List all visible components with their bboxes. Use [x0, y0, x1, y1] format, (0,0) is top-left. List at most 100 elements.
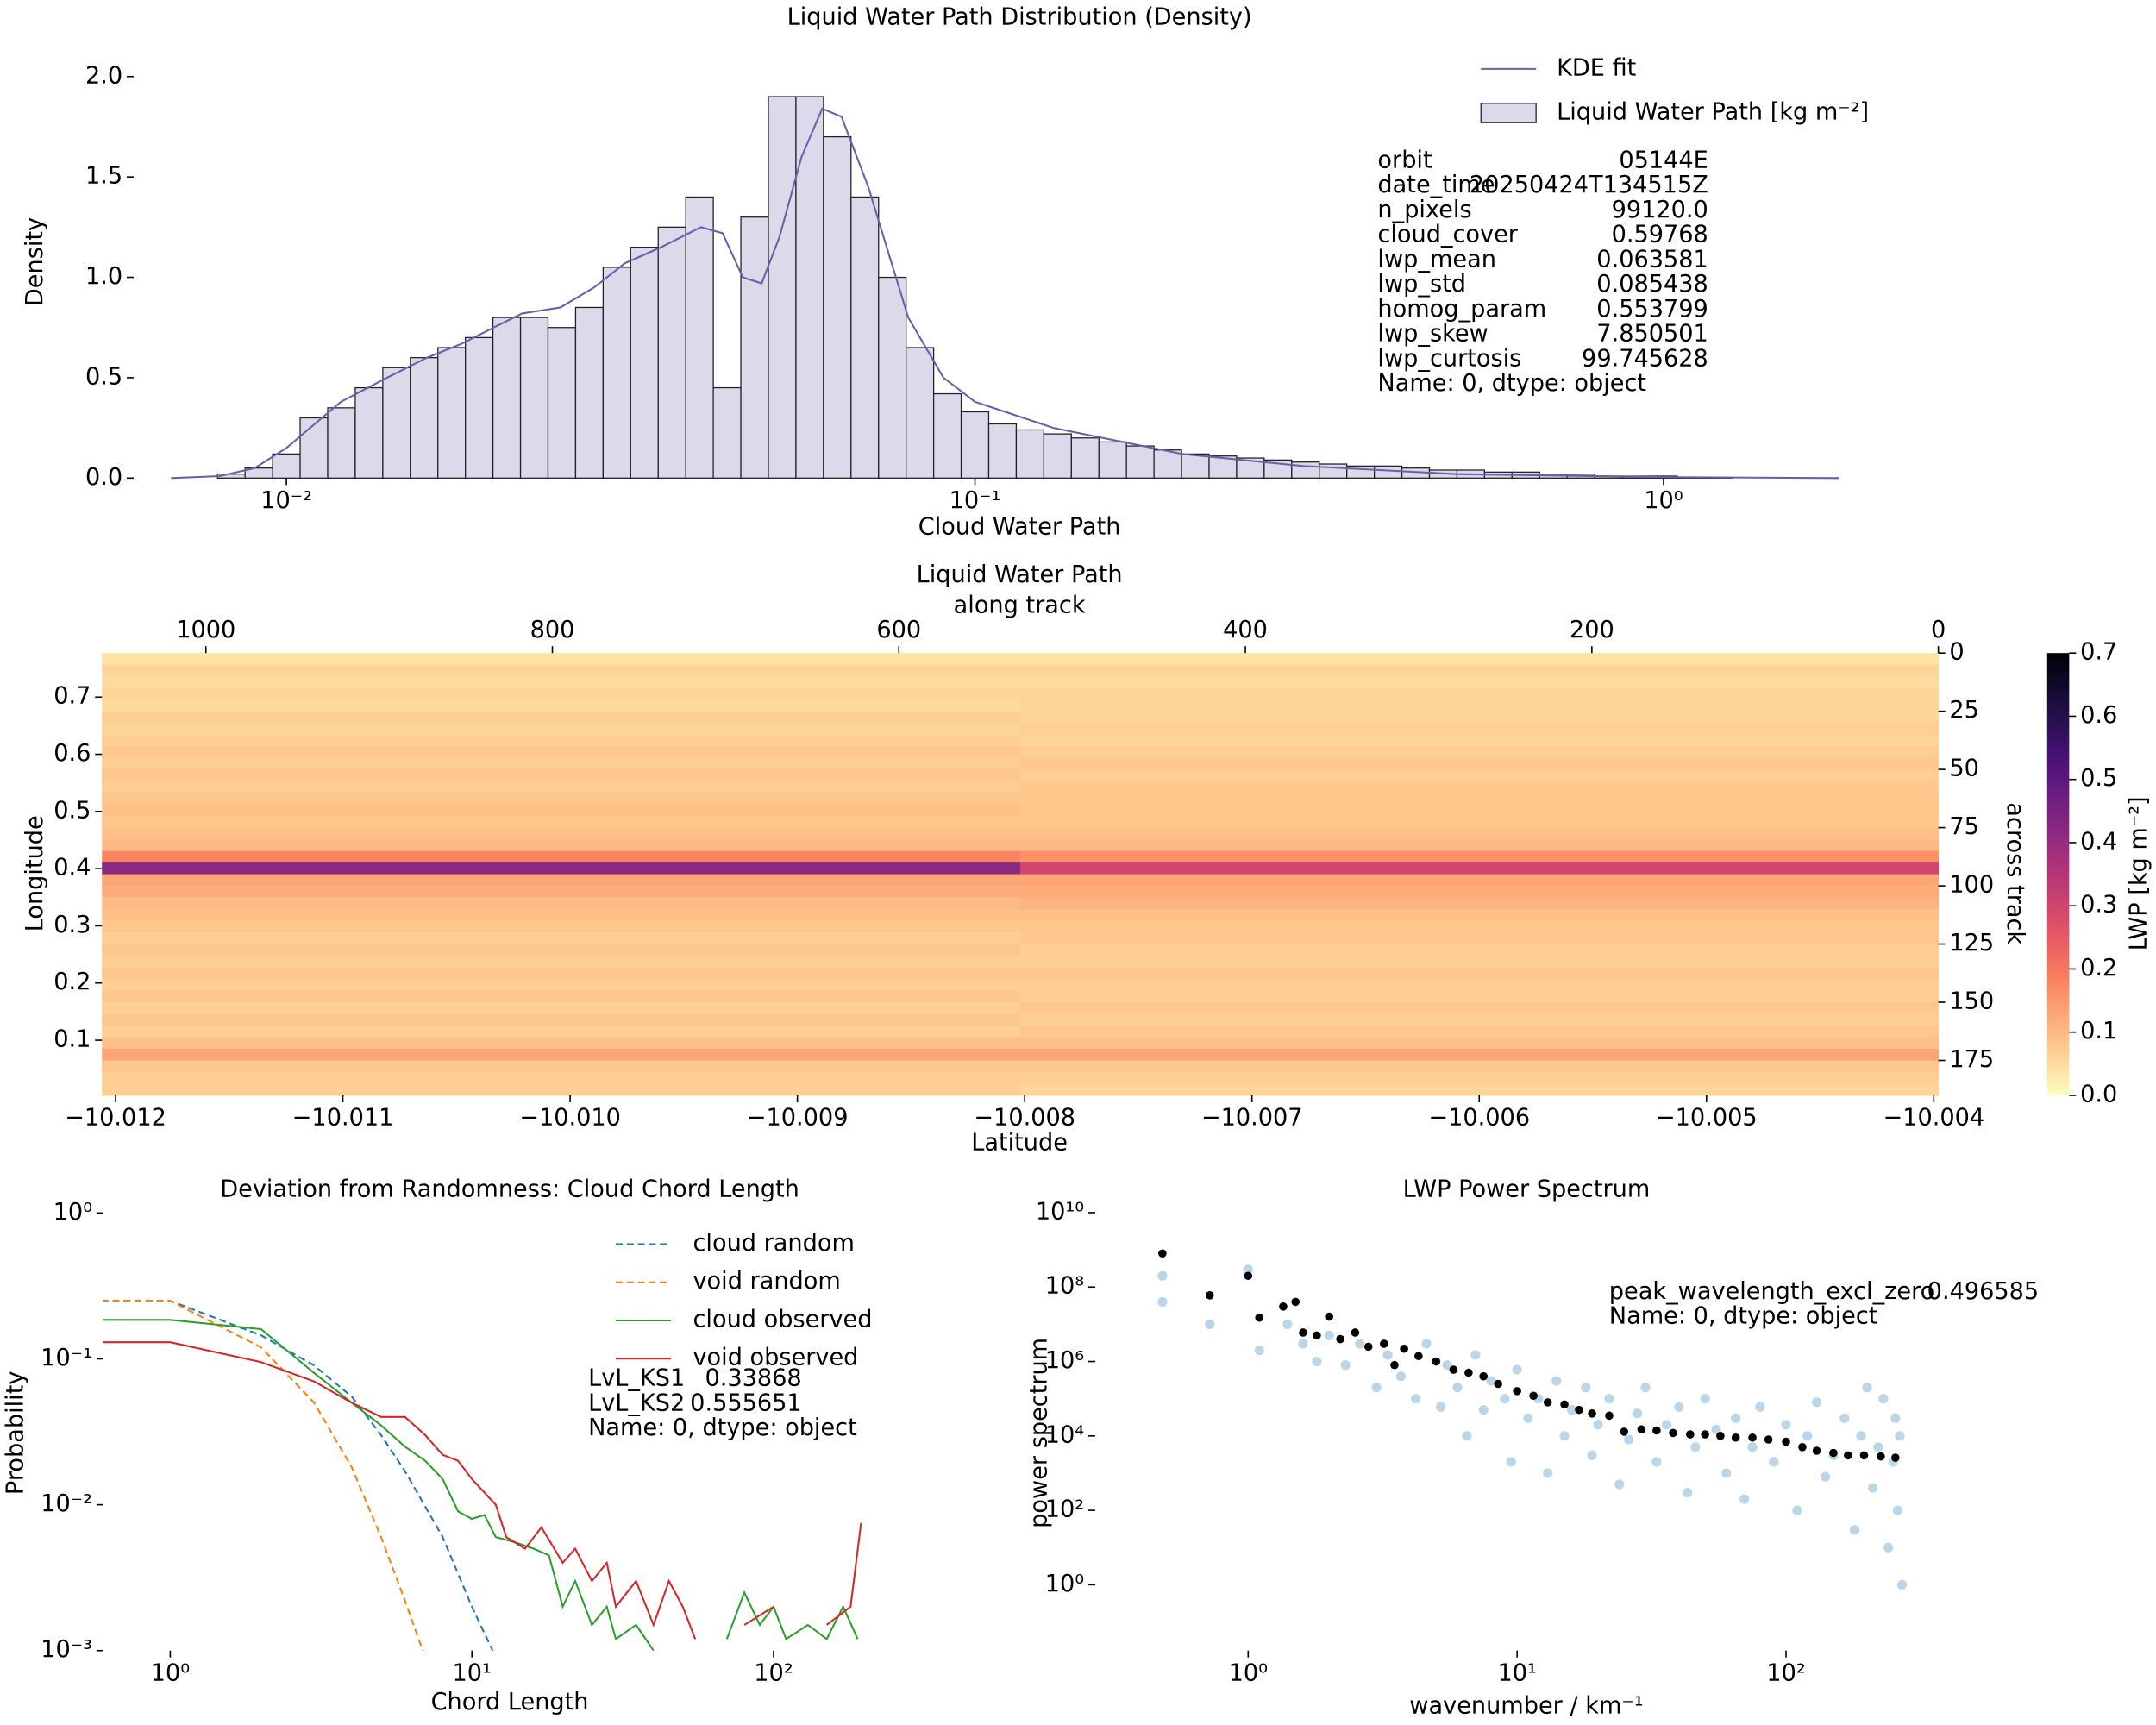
- x-tick-label: 10¹: [452, 1659, 491, 1686]
- heat-cell: [102, 734, 1021, 747]
- x-tick-label: 10²: [754, 1659, 793, 1686]
- x-tick-label: 10⁰: [1644, 487, 1683, 514]
- heat-cell: [102, 664, 1021, 677]
- x-tick-label: 10⁻²: [260, 487, 312, 514]
- x-tick-label: −10.011: [292, 1105, 394, 1132]
- heat-cell: [1019, 920, 1940, 933]
- heat-cell: [102, 723, 1021, 736]
- scatter-point: [1859, 1451, 1869, 1460]
- scatter-point: [1442, 1360, 1452, 1371]
- heat-cell: [102, 862, 1021, 875]
- scatter-point: [1792, 1505, 1802, 1515]
- x2-tick-label: 200: [1570, 617, 1614, 643]
- heat-cell: [102, 967, 1021, 980]
- scatter-point: [1812, 1446, 1821, 1455]
- heat-cell: [1019, 1026, 1940, 1038]
- heat-cell: [1019, 757, 1940, 770]
- heat-cell: [102, 676, 1021, 689]
- bar: [906, 347, 935, 479]
- y-tick-label: 0.7: [53, 683, 91, 710]
- scatter-point: [1731, 1413, 1741, 1423]
- heat-cell: [1019, 862, 1940, 875]
- x-tick-label: 10⁰: [1229, 1659, 1268, 1686]
- y-tick-label: 10⁰: [1045, 1571, 1084, 1597]
- heat-cell: [1019, 979, 1940, 991]
- bar: [1098, 441, 1127, 479]
- info-key: homog_param: [1377, 296, 1546, 323]
- y2-axis-label: across track: [2002, 802, 2028, 944]
- colorbar-label: LWP [kg m⁻²]: [2125, 796, 2152, 950]
- scatter-point: [1436, 1402, 1446, 1412]
- x-tick-label: 10²: [1766, 1659, 1805, 1686]
- x-tick-label: −10.009: [747, 1105, 849, 1132]
- heat-cell: [102, 932, 1021, 945]
- x2-tick-label: 1000: [176, 617, 235, 643]
- heat-cell: [1019, 1013, 1940, 1026]
- bar: [712, 386, 742, 479]
- scatter-point: [1873, 1442, 1883, 1452]
- bar: [987, 423, 1018, 479]
- chart-title: Liquid Water Path Distribution (Density): [787, 3, 1252, 30]
- scatter-point: [1282, 1319, 1293, 1329]
- chart-title: Deviation from Randomness: Cloud Chord L…: [220, 1176, 799, 1203]
- bar: [410, 357, 439, 479]
- series-line: [103, 1300, 424, 1651]
- x-tick-label: −10.012: [65, 1105, 166, 1132]
- scatter-point: [1850, 1525, 1860, 1535]
- heat-cell: [1019, 723, 1940, 736]
- scatter-point: [1669, 1428, 1677, 1438]
- scatter-point: [1821, 1471, 1831, 1482]
- scatter-point: [1462, 1431, 1472, 1441]
- info-key: lwp_std: [1377, 271, 1466, 298]
- scatter-point: [1867, 1483, 1878, 1493]
- y2-tick-label: 25: [1949, 697, 1979, 724]
- scatter-point: [1620, 1427, 1629, 1436]
- heat-cell: [1019, 827, 1940, 840]
- scatter-point: [1782, 1437, 1790, 1446]
- heat-cell: [102, 1048, 1021, 1061]
- info-value: 0.555651: [690, 1389, 802, 1416]
- bar: [795, 96, 824, 479]
- heat-cell: [102, 909, 1021, 922]
- heat-cell: [1019, 909, 1940, 922]
- heat-cell: [102, 746, 1021, 759]
- heat-cell: [1019, 687, 1940, 700]
- scatter-point: [1883, 1542, 1894, 1552]
- heat-cell: [102, 1013, 1021, 1026]
- scatter-point: [1662, 1420, 1672, 1430]
- heat-cell: [1019, 769, 1940, 782]
- heat-cell: [1019, 874, 1940, 887]
- y-axis-label: Longitude: [22, 815, 48, 932]
- kde-line: [171, 107, 1839, 480]
- heat-cell: [102, 804, 1021, 817]
- info-value: 7.850501: [1596, 321, 1708, 348]
- scatter-point: [1878, 1394, 1889, 1404]
- bar: [602, 267, 631, 479]
- bar: [299, 417, 329, 479]
- scatter-point: [1470, 1350, 1481, 1360]
- y2-tick-label: 100: [1949, 872, 1994, 899]
- x2-tick-label: 800: [530, 617, 575, 643]
- heat-cell: [102, 1026, 1021, 1038]
- x2-tick-label: 600: [876, 617, 921, 643]
- heat-cell: [1019, 1071, 1940, 1084]
- scatter-point: [1567, 1405, 1577, 1415]
- x-axis-label: Cloud Water Path: [918, 513, 1121, 540]
- scatter-point: [1588, 1409, 1596, 1418]
- scatter-point: [1593, 1420, 1603, 1430]
- bar: [657, 226, 686, 479]
- chart-title: Liquid Water Path: [917, 561, 1123, 588]
- scatter-point: [1486, 1376, 1496, 1386]
- y-tick-label: 0.0: [85, 464, 122, 491]
- heat-cell: [102, 839, 1021, 852]
- scatter-point: [1711, 1424, 1721, 1434]
- y-tick-label: 0.2: [53, 969, 91, 995]
- bar: [519, 317, 549, 479]
- scatter-point: [1395, 1371, 1407, 1382]
- y-axis-label: Density: [22, 217, 48, 306]
- info-value: 0.496585: [1927, 1278, 2040, 1305]
- info-key: n_pixels: [1377, 197, 1471, 223]
- legend-label: void observed: [693, 1345, 859, 1371]
- y2-tick-label: 0: [1949, 639, 1964, 666]
- heat-cell: [102, 1037, 1021, 1050]
